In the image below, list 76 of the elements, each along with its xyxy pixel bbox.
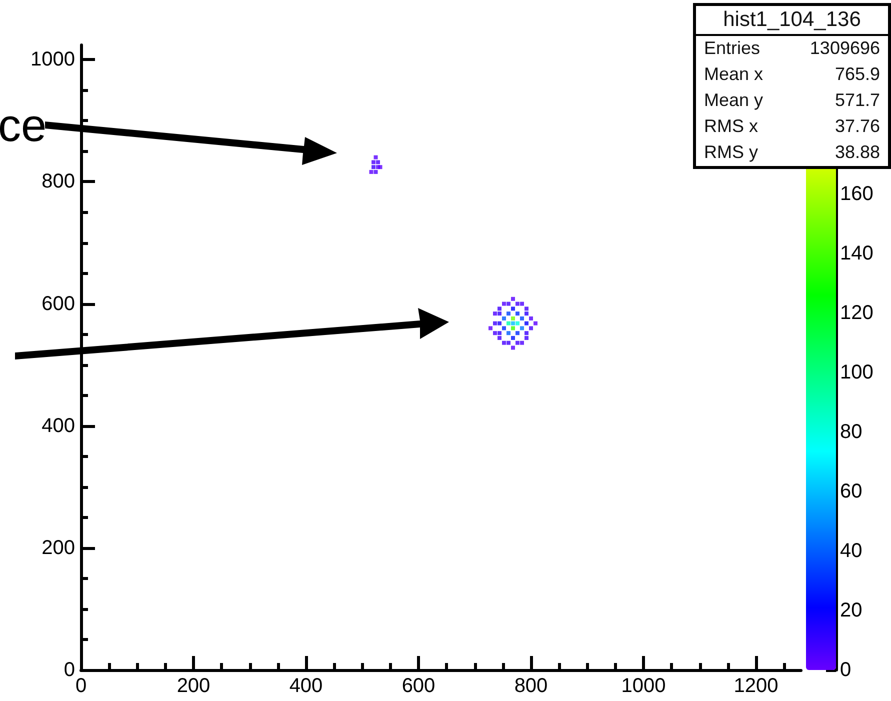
y-tick-label: 600 xyxy=(42,292,75,315)
point xyxy=(520,326,524,330)
point xyxy=(506,302,510,306)
point xyxy=(529,326,533,330)
point xyxy=(524,312,528,316)
point xyxy=(534,321,538,326)
point xyxy=(511,326,515,330)
point xyxy=(378,165,382,170)
point xyxy=(372,165,376,170)
text: Entries 1309696 xyxy=(704,38,880,58)
point xyxy=(524,321,528,326)
point xyxy=(511,306,515,311)
point xyxy=(498,321,502,326)
point xyxy=(511,336,515,340)
point xyxy=(372,160,376,164)
x-tick-label: 1000 xyxy=(621,675,666,697)
point xyxy=(511,296,515,301)
y-tick-label: 1000 xyxy=(30,48,75,71)
point xyxy=(529,316,533,320)
point xyxy=(488,326,492,330)
point xyxy=(516,340,520,345)
point xyxy=(520,302,524,306)
x-tick-label: 1200 xyxy=(734,675,778,697)
point xyxy=(506,340,510,345)
point xyxy=(493,331,497,336)
point xyxy=(498,336,502,340)
text: RMS y 38.88 xyxy=(704,142,880,162)
color-bar-label: 140 xyxy=(840,242,874,264)
point xyxy=(524,336,528,340)
point xyxy=(374,155,378,160)
point xyxy=(498,331,502,336)
text: RMS x 37.76 xyxy=(704,116,880,136)
point xyxy=(369,170,374,174)
point xyxy=(524,306,528,311)
point xyxy=(516,302,520,306)
point xyxy=(516,312,520,316)
point xyxy=(493,312,497,316)
point xyxy=(493,321,497,326)
point xyxy=(516,331,520,336)
text: Mean x 765.9 xyxy=(704,64,880,84)
y-tick-label: 400 xyxy=(42,414,75,437)
point xyxy=(516,321,520,326)
text: Mean y 571.7 xyxy=(704,90,880,110)
color-bar-label: 100 xyxy=(840,361,874,384)
point xyxy=(506,321,510,326)
point xyxy=(376,160,380,164)
chart-title: hist1_104_136 xyxy=(696,6,888,36)
point xyxy=(502,326,506,330)
color-bar-label: 160 xyxy=(840,182,874,205)
color-bar-label: 80 xyxy=(840,420,862,443)
x-tick-label: 800 xyxy=(514,675,548,697)
x-tick-label: 400 xyxy=(289,675,323,697)
point xyxy=(374,170,378,174)
point xyxy=(502,340,506,345)
x-tick-label: 600 xyxy=(402,675,436,697)
point xyxy=(498,312,502,316)
point xyxy=(520,316,524,320)
point xyxy=(520,340,524,345)
point xyxy=(511,321,515,326)
point xyxy=(511,346,515,350)
point xyxy=(506,312,510,316)
point xyxy=(502,316,506,320)
y-tick-label: 0 xyxy=(64,659,75,681)
x-tick-label: 200 xyxy=(176,675,210,697)
point xyxy=(524,331,528,336)
y-tick-label: 200 xyxy=(42,536,75,559)
point xyxy=(506,331,510,336)
point xyxy=(502,302,506,306)
point xyxy=(511,316,515,320)
point xyxy=(498,306,502,311)
y-tick-label: 800 xyxy=(42,170,75,193)
color-bar-label: 0 xyxy=(840,659,852,681)
color-bar-label: 120 xyxy=(840,302,874,324)
color-bar-label: 20 xyxy=(840,599,862,622)
color-bar-label: 40 xyxy=(840,540,862,562)
color-bar-label: 60 xyxy=(840,480,862,502)
